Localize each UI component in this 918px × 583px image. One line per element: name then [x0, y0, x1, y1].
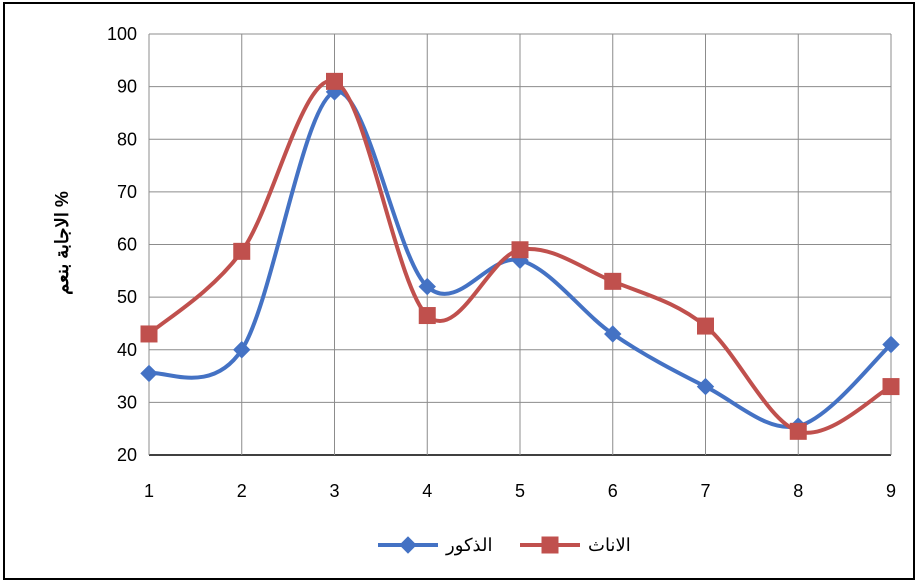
y-tick-label: 40	[117, 340, 137, 360]
y-tick-label: 20	[117, 445, 137, 465]
legend-label: الاناث	[588, 535, 631, 555]
data-point-square	[789, 422, 807, 440]
y-tick-label: 80	[117, 129, 137, 149]
series-2	[140, 72, 900, 440]
y-tick-label: 100	[107, 24, 137, 44]
x-tick-label: 7	[700, 481, 710, 501]
legend: الذكور الاناث	[378, 535, 631, 556]
x-tick-label: 3	[329, 481, 339, 501]
data-point-square	[882, 378, 900, 396]
grid	[148, 33, 892, 456]
data-point-square	[233, 242, 251, 260]
x-tick-label: 1	[144, 481, 154, 501]
y-tick-label: 60	[117, 235, 137, 255]
data-point-square	[140, 325, 158, 343]
data-point-diamond	[604, 325, 622, 343]
y-tick-label: 50	[117, 287, 137, 307]
data-point-diamond	[140, 364, 158, 383]
x-tick-label: 2	[237, 481, 247, 501]
data-point-square	[511, 241, 529, 259]
legend-marker	[399, 536, 417, 554]
y-axis-ticks: 20 30 40 50 60 70 80 90 100	[107, 24, 137, 465]
legend-entry-2: الاناث	[520, 535, 631, 555]
x-tick-label: 9	[886, 481, 896, 501]
x-axis-ticks: 1 2 3 4 5 6 7 8 9	[144, 481, 896, 501]
series-line	[147, 79, 893, 435]
y-axis-title: % الاجابة بنعم	[52, 191, 73, 295]
data-point-square	[604, 272, 622, 290]
series	[140, 72, 900, 440]
legend-label: الذكور	[445, 535, 493, 556]
x-tick-label: 6	[608, 481, 618, 501]
data-point-square	[418, 307, 436, 325]
data-point-square	[697, 317, 714, 335]
x-tick-label: 4	[422, 481, 432, 501]
x-tick-label: 8	[793, 481, 803, 501]
legend-marker	[541, 536, 559, 554]
series-line	[147, 89, 893, 430]
legend-entry-1: الذكور	[378, 535, 493, 556]
y-tick-label: 90	[117, 77, 137, 97]
data-point-square	[326, 72, 343, 90]
y-tick-label: 30	[117, 392, 137, 412]
data-point-diamond	[696, 377, 715, 396]
data-point-diamond	[882, 335, 900, 354]
data-point-diamond	[418, 277, 436, 296]
y-tick-label: 70	[117, 182, 137, 202]
data-point-diamond	[233, 341, 251, 359]
x-tick-label: 5	[515, 481, 525, 501]
